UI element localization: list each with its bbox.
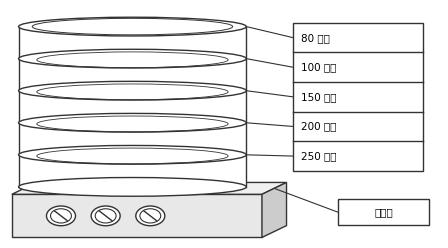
Text: 震动台: 震动台 [374,207,393,217]
Text: 100 目筛: 100 目筛 [301,62,336,72]
Polygon shape [12,194,262,237]
Bar [293,23,423,171]
Ellipse shape [91,206,120,226]
Bar [338,199,430,225]
Polygon shape [262,183,287,237]
Ellipse shape [18,49,246,68]
Ellipse shape [18,146,246,164]
Text: 250 目筛: 250 目筛 [301,151,337,161]
Text: 80 目筛: 80 目筛 [301,33,330,43]
Text: 150 目筛: 150 目筛 [301,92,337,102]
Ellipse shape [18,81,246,100]
Ellipse shape [47,206,76,226]
Ellipse shape [136,206,165,226]
Text: 200 目筛: 200 目筛 [301,122,336,131]
Ellipse shape [18,17,246,36]
Ellipse shape [18,178,246,196]
Polygon shape [18,27,246,187]
Polygon shape [12,183,287,194]
Ellipse shape [18,113,246,132]
